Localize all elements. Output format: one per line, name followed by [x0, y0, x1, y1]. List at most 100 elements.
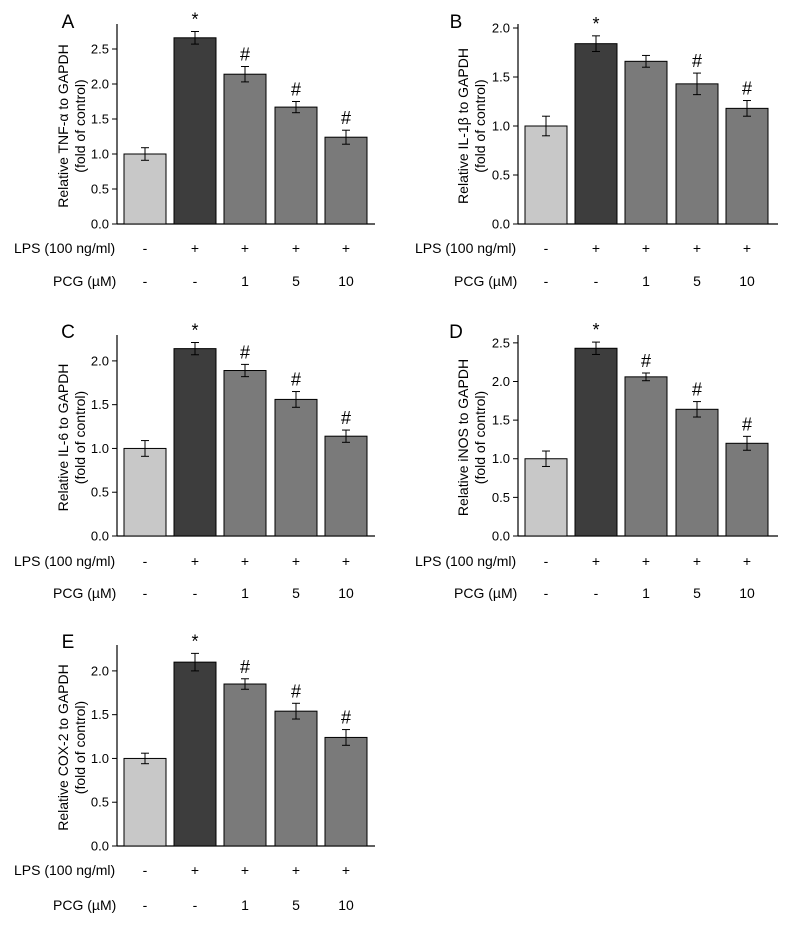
- y-tick-label: 0.0: [492, 217, 510, 232]
- pcg-row-value: 5: [693, 585, 701, 601]
- significance-hash: #: [341, 408, 351, 428]
- y-tick-label: 1.0: [492, 119, 510, 134]
- y-tick-label: 0.5: [492, 490, 510, 505]
- pcg-row-value: 10: [739, 273, 755, 289]
- panel-c: C Relative IL-6 to GAPDH(fold of control)…: [14, 321, 375, 601]
- significance-hash: #: [692, 380, 702, 400]
- panel-label: A: [62, 12, 75, 33]
- panel-label: D: [449, 322, 463, 343]
- y-axis-label-line: Relative iNOS to GAPDH: [455, 359, 471, 516]
- pcg-row-value: 10: [338, 897, 354, 913]
- significance-hash: #: [240, 657, 250, 677]
- significance-hash: #: [692, 51, 702, 71]
- bar: [574, 347, 618, 537]
- lps-row-value: -: [544, 240, 549, 256]
- lps-row-value: +: [342, 553, 350, 569]
- bar: [223, 683, 267, 847]
- pcg-row-value: 5: [292, 897, 300, 913]
- pcg-row-value: 5: [693, 273, 701, 289]
- bar: [524, 125, 568, 225]
- bar: [274, 398, 318, 537]
- bar: [725, 107, 769, 225]
- significance-hash: #: [341, 108, 351, 128]
- y-axis-label-line: Relative IL-6 to GAPDH: [55, 364, 71, 512]
- lps-row-value: -: [544, 553, 549, 569]
- y-tick-label: 2.5: [492, 335, 510, 350]
- y-axis-label-line: (fold of control): [72, 391, 88, 484]
- bar: [675, 408, 719, 537]
- bar: [524, 458, 568, 537]
- pcg-row-value: -: [193, 273, 198, 289]
- y-axis-label: Relative COX-2 to GAPDH(fold of control): [55, 664, 88, 831]
- y-tick-label: 0.0: [91, 217, 109, 232]
- bar: [324, 435, 368, 537]
- lps-row-value: +: [292, 240, 300, 256]
- lps-row-value: +: [292, 862, 300, 878]
- y-axis-label-line: Relative TNF-α to GAPDH: [55, 44, 71, 207]
- y-axis-label-line: (fold of control): [472, 391, 488, 484]
- y-axis-label: Relative iNOS to GAPDH(fold of control): [455, 359, 488, 516]
- lps-row-label: LPS (100 ng/ml): [415, 553, 516, 569]
- significance-hash: #: [291, 80, 301, 100]
- lps-row-value: +: [342, 862, 350, 878]
- bar: [123, 153, 167, 225]
- lps-row-value: +: [592, 553, 600, 569]
- lps-row-value: +: [342, 240, 350, 256]
- pcg-row-value: 1: [241, 273, 249, 289]
- y-tick-label: 1.0: [492, 451, 510, 466]
- pcg-row-value: -: [143, 585, 148, 601]
- significance-asterisk: *: [191, 321, 198, 341]
- significance-hash: #: [341, 708, 351, 728]
- y-axis-label-line: (fold of control): [472, 79, 488, 172]
- y-tick-label: 1.5: [492, 70, 510, 85]
- bar: [624, 376, 668, 537]
- lps-row-label: LPS (100 ng/ml): [14, 553, 115, 569]
- significance-hash: #: [291, 370, 301, 390]
- lps-row-value: +: [241, 553, 249, 569]
- y-axis-label-line: Relative COX-2 to GAPDH: [55, 664, 71, 831]
- y-tick-label: 0.5: [492, 168, 510, 183]
- significance-hash: #: [742, 79, 752, 99]
- significance-hash: #: [742, 414, 752, 434]
- bar: [173, 37, 217, 225]
- lps-row-value: +: [693, 553, 701, 569]
- bar: [675, 83, 719, 225]
- pcg-row-label: PCG (µM): [454, 585, 517, 601]
- pcg-row-value: 1: [642, 585, 650, 601]
- y-tick-label: 2.0: [492, 374, 510, 389]
- bar: [223, 370, 267, 537]
- lps-row-value: +: [642, 553, 650, 569]
- y-tick-label: 2.0: [91, 77, 109, 92]
- panel-label: B: [450, 12, 463, 33]
- panel-d: D Relative iNOS to GAPDH(fold of control)…: [415, 320, 778, 601]
- lps-row-value: +: [743, 240, 751, 256]
- pcg-row-value: -: [594, 585, 599, 601]
- y-axis-label-line: (fold of control): [72, 701, 88, 794]
- pcg-row-value: 10: [338, 585, 354, 601]
- lps-row-value: +: [191, 240, 199, 256]
- bar: [173, 348, 217, 537]
- significance-asterisk: *: [191, 631, 198, 651]
- bar: [123, 447, 167, 537]
- pcg-row-value: -: [193, 897, 198, 913]
- significance-hash: #: [641, 351, 651, 371]
- lps-row-value: +: [191, 553, 199, 569]
- y-tick-label: 0.5: [91, 182, 109, 197]
- lps-row-value: -: [143, 862, 148, 878]
- pcg-row-label: PCG (µM): [53, 897, 116, 913]
- y-tick-label: 0.5: [91, 795, 109, 810]
- y-tick-label: 1.5: [91, 397, 109, 412]
- pcg-row-value: 10: [739, 585, 755, 601]
- pcg-row-value: 1: [241, 585, 249, 601]
- y-tick-label: 2.0: [91, 353, 109, 368]
- y-tick-label: 1.5: [492, 413, 510, 428]
- y-tick-label: 2.5: [91, 42, 109, 57]
- pcg-row-value: 1: [241, 897, 249, 913]
- lps-row-value: +: [241, 240, 249, 256]
- lps-row-value: +: [592, 240, 600, 256]
- lps-row-value: -: [143, 240, 148, 256]
- panel-label: C: [61, 322, 75, 343]
- lps-row-value: +: [191, 862, 199, 878]
- y-tick-label: 1.0: [91, 147, 109, 162]
- pcg-row-value: 5: [292, 273, 300, 289]
